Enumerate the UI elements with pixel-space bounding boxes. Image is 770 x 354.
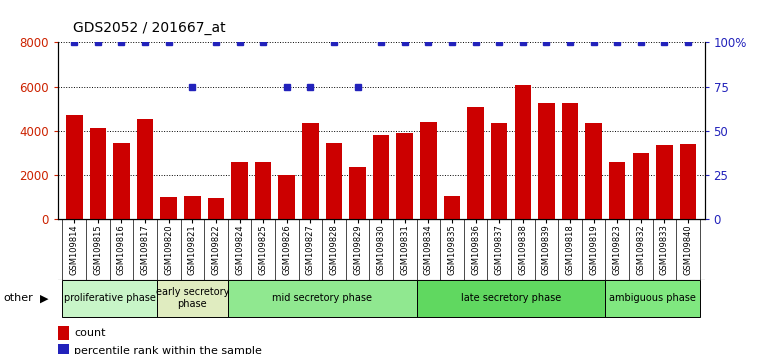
Bar — [62, 280, 157, 317]
Bar — [66, 115, 82, 219]
Text: proliferative phase: proliferative phase — [64, 293, 156, 303]
Bar — [491, 123, 507, 219]
Text: GSM109831: GSM109831 — [400, 224, 410, 275]
Bar — [326, 143, 342, 219]
Bar — [231, 162, 248, 219]
Text: GSM109835: GSM109835 — [447, 224, 457, 275]
Text: GSM109829: GSM109829 — [353, 224, 362, 275]
Text: GSM109816: GSM109816 — [117, 224, 126, 275]
Text: ▶: ▶ — [39, 293, 49, 303]
Bar — [562, 103, 578, 219]
Bar — [605, 280, 700, 317]
Text: GSM109834: GSM109834 — [424, 224, 433, 275]
Bar — [184, 196, 200, 219]
Bar — [255, 162, 271, 219]
Bar — [58, 326, 69, 340]
Bar — [113, 143, 130, 219]
Text: early secretory
phase: early secretory phase — [156, 287, 229, 309]
Bar — [609, 162, 625, 219]
Bar — [538, 103, 554, 219]
Text: GSM109815: GSM109815 — [93, 224, 102, 275]
Text: GSM109822: GSM109822 — [212, 224, 220, 275]
Bar — [585, 123, 602, 219]
Bar — [420, 122, 437, 219]
Text: GSM109826: GSM109826 — [283, 224, 291, 275]
Bar — [160, 198, 177, 219]
Text: GSM109833: GSM109833 — [660, 224, 669, 275]
Text: GSM109814: GSM109814 — [70, 224, 79, 275]
Text: ambiguous phase: ambiguous phase — [609, 293, 696, 303]
Bar — [417, 280, 605, 317]
Text: GSM109828: GSM109828 — [330, 224, 339, 275]
Text: GSM109836: GSM109836 — [471, 224, 480, 275]
Text: count: count — [74, 328, 105, 338]
Text: GSM109825: GSM109825 — [259, 224, 268, 275]
Text: GSM109832: GSM109832 — [636, 224, 645, 275]
Bar — [397, 133, 413, 219]
Text: percentile rank within the sample: percentile rank within the sample — [74, 346, 262, 354]
Text: GSM109840: GSM109840 — [684, 224, 692, 275]
Text: GSM109824: GSM109824 — [235, 224, 244, 275]
Bar — [228, 280, 417, 317]
Bar — [58, 344, 69, 354]
Bar — [350, 167, 366, 219]
Text: GDS2052 / 201667_at: GDS2052 / 201667_at — [73, 21, 226, 35]
Bar — [514, 85, 531, 219]
Bar — [680, 144, 696, 219]
Bar — [208, 199, 224, 219]
Text: GSM109819: GSM109819 — [589, 224, 598, 275]
Bar — [302, 123, 319, 219]
Text: GSM109818: GSM109818 — [565, 224, 574, 275]
Text: GSM109839: GSM109839 — [542, 224, 551, 275]
Bar — [373, 135, 390, 219]
Text: mid secretory phase: mid secretory phase — [272, 293, 372, 303]
Text: late secretory phase: late secretory phase — [461, 293, 561, 303]
Bar — [157, 280, 228, 317]
Bar — [656, 145, 673, 219]
Text: other: other — [4, 293, 34, 303]
Text: GSM109827: GSM109827 — [306, 224, 315, 275]
Text: GSM109837: GSM109837 — [494, 224, 504, 275]
Bar — [467, 107, 484, 219]
Bar — [279, 175, 295, 219]
Text: GSM109838: GSM109838 — [518, 224, 527, 275]
Text: GSM109830: GSM109830 — [377, 224, 386, 275]
Text: GSM109820: GSM109820 — [164, 224, 173, 275]
Bar — [632, 153, 649, 219]
Text: GSM109817: GSM109817 — [141, 224, 149, 275]
Text: GSM109821: GSM109821 — [188, 224, 197, 275]
Bar — [89, 128, 106, 219]
Bar — [444, 196, 460, 219]
Text: GSM109823: GSM109823 — [613, 224, 621, 275]
Bar — [137, 119, 153, 219]
